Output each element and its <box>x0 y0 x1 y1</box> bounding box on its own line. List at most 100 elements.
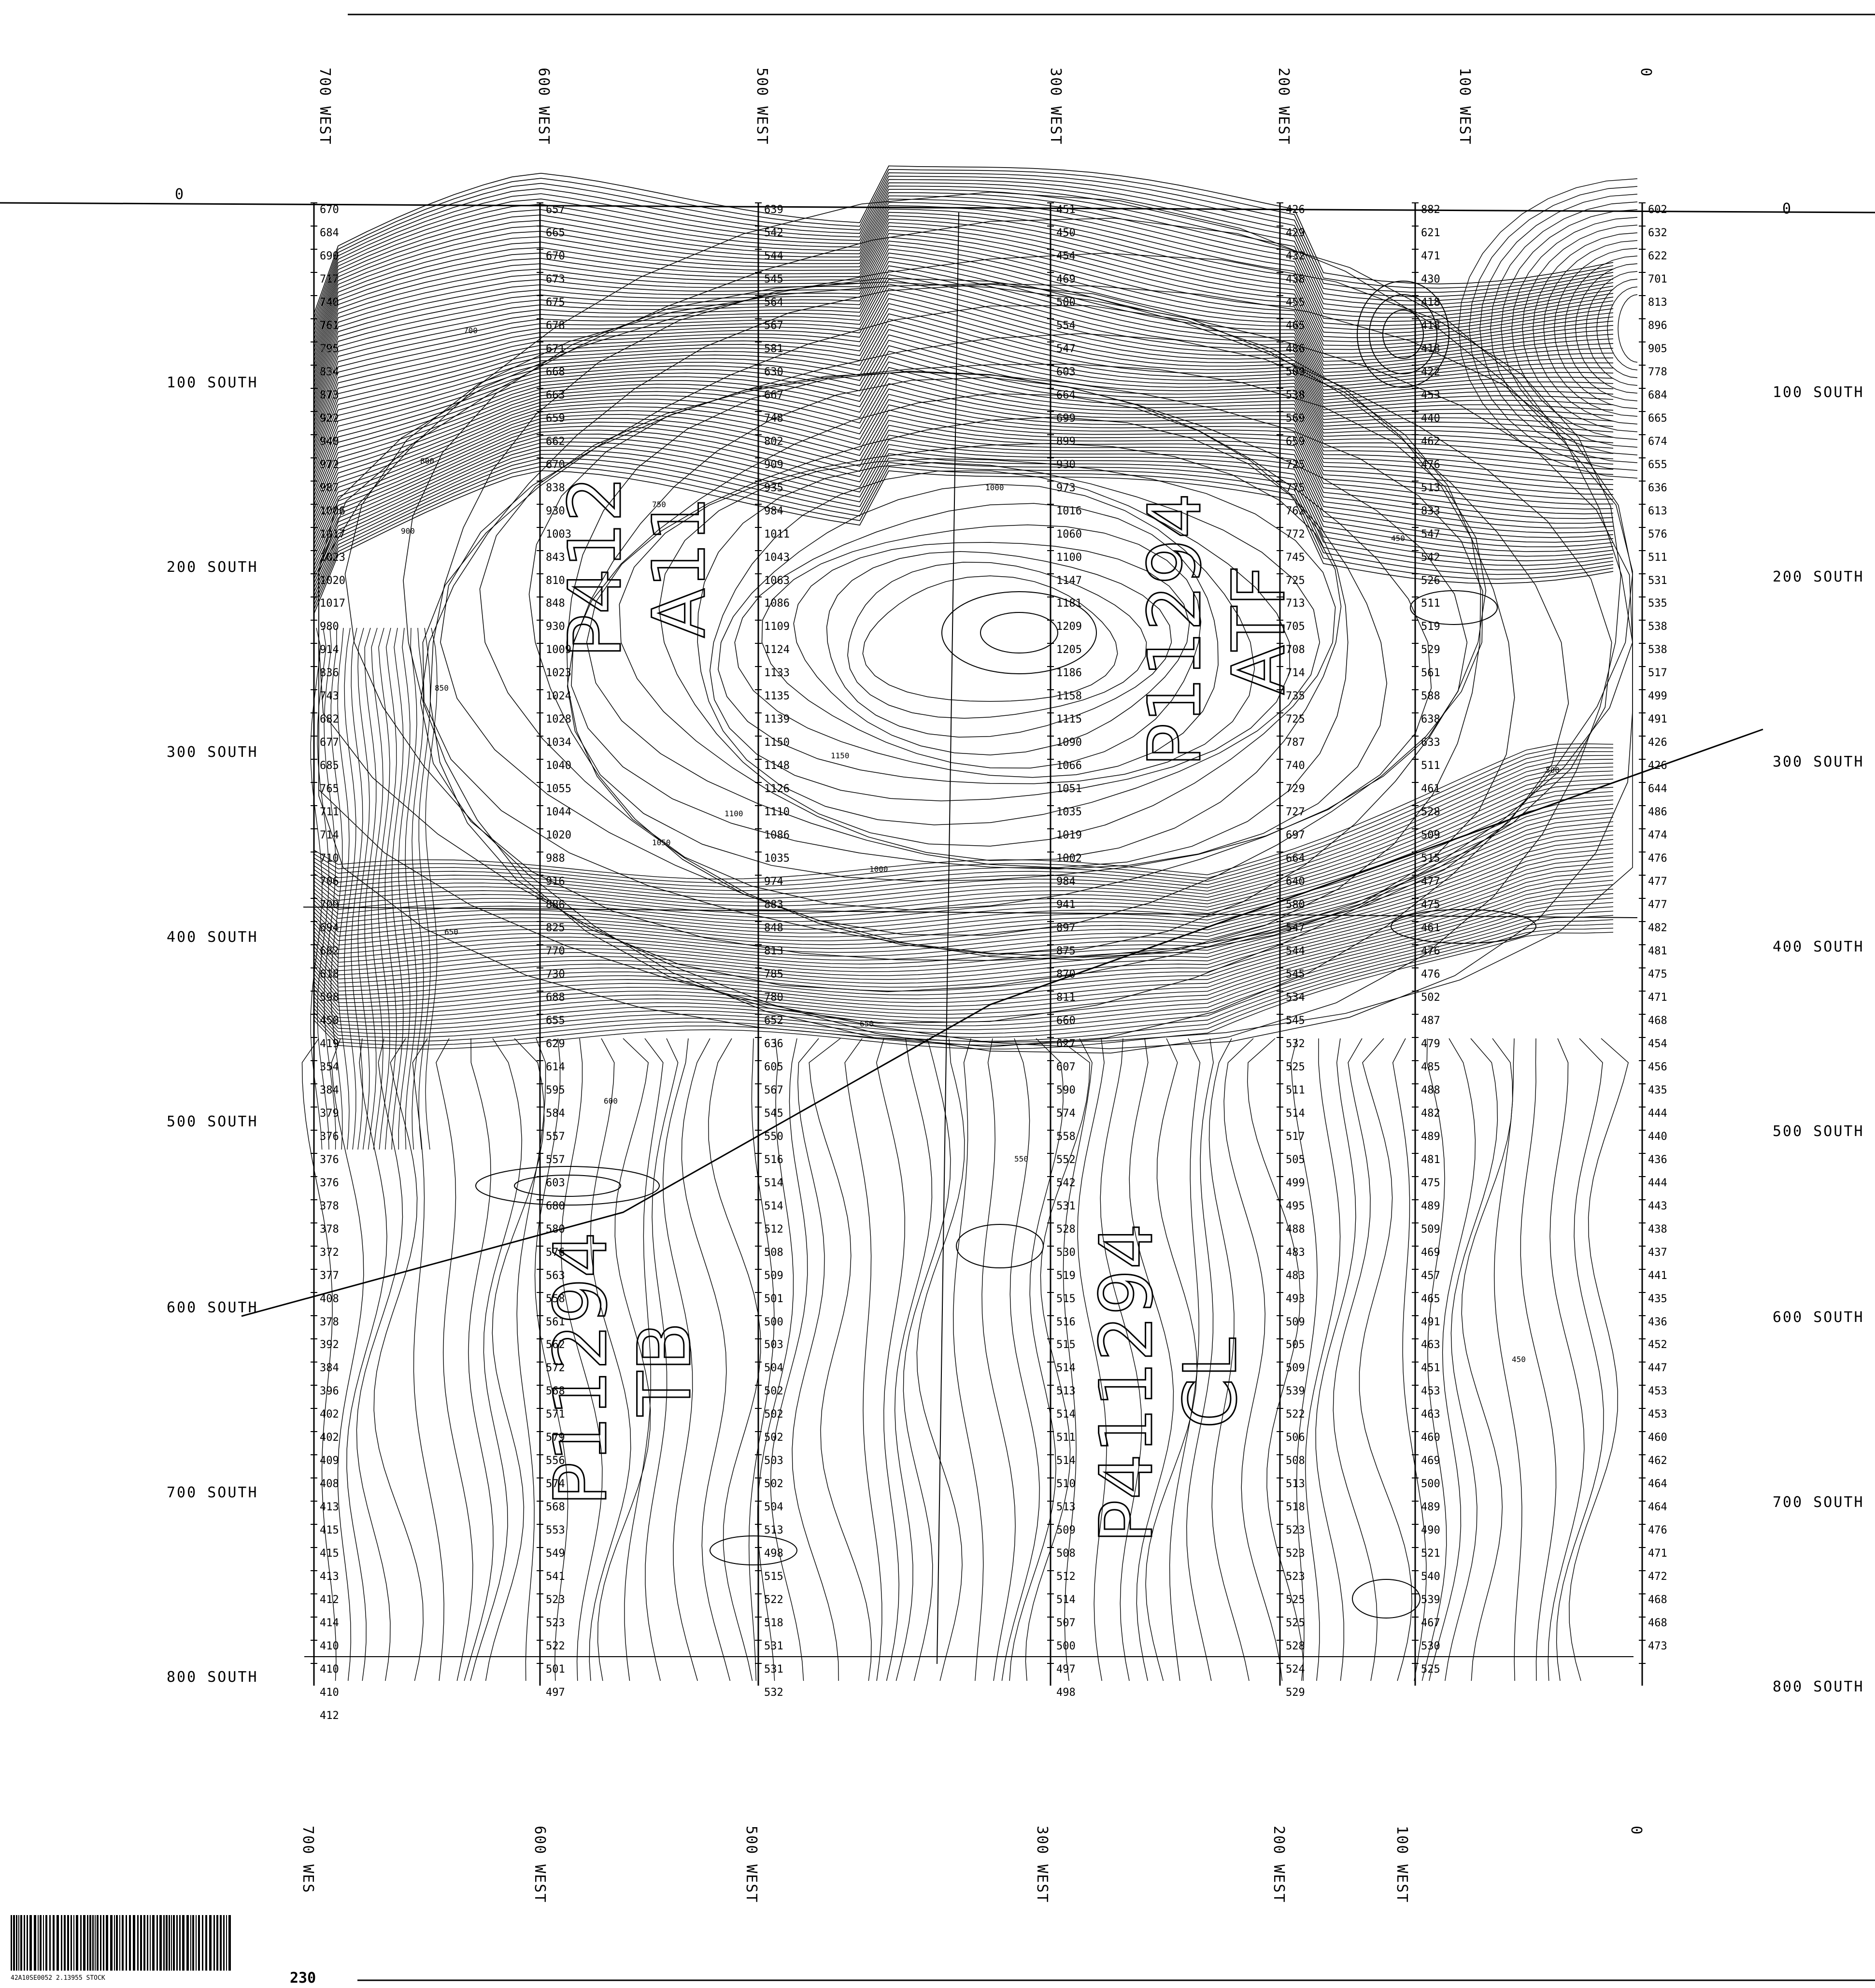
station-reading: 717 <box>320 273 339 285</box>
barcode-bar <box>179 1915 181 1971</box>
station-reading: 916 <box>546 876 565 888</box>
barcode-bar <box>29 1915 32 1971</box>
contour-line <box>658 458 1336 847</box>
station-reading: 500 <box>1421 1478 1440 1491</box>
closure-498 <box>710 1535 797 1565</box>
contour-value-label: 1050 <box>652 838 671 847</box>
station-reading: 500 <box>1056 296 1076 309</box>
contour-bands: 700 750 800 850 900 1000 1050 1100 1000 1150 650 65… <box>401 326 1560 1364</box>
contour-line <box>313 880 1614 1003</box>
station-reading: 688 <box>546 991 565 1004</box>
station-reading: 482 <box>1421 1107 1440 1120</box>
station-reading: 515 <box>1056 1339 1076 1351</box>
station-reading: 974 <box>764 876 783 888</box>
station-reading: 775 <box>1286 482 1305 494</box>
station-reading: 475 <box>1648 968 1667 980</box>
station-reading: 564 <box>764 296 783 309</box>
contour-line <box>313 350 1614 510</box>
station-reading: 523 <box>546 1617 565 1630</box>
station-reading: 514 <box>764 1177 783 1189</box>
station-reading: 486 <box>1286 342 1305 355</box>
station-reading: 1011 <box>764 528 790 540</box>
contour-line <box>876 1038 906 1681</box>
station-reading: 532 <box>764 1687 783 1699</box>
contour-line <box>313 767 1614 903</box>
station-reading: 507 <box>1056 1617 1076 1630</box>
barcode-bar <box>100 1915 101 1971</box>
contour-line <box>313 808 1614 941</box>
contour-line <box>313 284 1614 454</box>
station-reading: 542 <box>1056 1177 1076 1189</box>
station-reading: 410 <box>320 1663 339 1676</box>
station-reading: 870 <box>1056 968 1076 980</box>
contour-line <box>645 1038 679 1681</box>
barcode-bar <box>228 1915 231 1971</box>
station-reading: 690 <box>320 250 339 262</box>
contour-line <box>1564 256 1638 401</box>
station-reading: 514 <box>1286 1107 1305 1120</box>
station-reading: 513 <box>1056 1385 1076 1398</box>
station-reading: 475 <box>1421 899 1440 911</box>
station-reading: 519 <box>1056 1269 1076 1282</box>
station-reading: 579 <box>546 1432 565 1444</box>
barcode-bar <box>169 1915 170 1971</box>
station-reading: 659 <box>1286 435 1305 448</box>
contour-line <box>313 189 1614 345</box>
station-reading: 457 <box>1421 1269 1440 1282</box>
station-reading: 554 <box>1056 319 1076 332</box>
station-reading: 418 <box>1421 296 1440 309</box>
contour-line <box>313 229 1614 397</box>
station-reading: 545 <box>764 1107 783 1120</box>
station-reading: 607 <box>1056 1061 1076 1073</box>
station-reading: 522 <box>1286 1408 1305 1421</box>
station-reading: 633 <box>1421 737 1440 749</box>
station-reading: 730 <box>546 968 565 980</box>
contour-line <box>313 839 1614 968</box>
station-reading: 426 <box>1648 737 1667 749</box>
contour-line <box>313 361 1614 519</box>
contour-line <box>1247 1038 1304 1681</box>
station-reading: 453 <box>1648 1385 1667 1398</box>
station-reading: 476 <box>1648 852 1667 865</box>
left-row-label: 300 SOUTH <box>167 744 258 761</box>
station-reading: 413 <box>320 1501 339 1514</box>
station-reading: 477 <box>1648 899 1667 911</box>
contour-line <box>1001 1038 1040 1681</box>
station-reading: 422 <box>1421 366 1440 378</box>
station-reading: 811 <box>1056 991 1076 1004</box>
contour-value-label: 1000 <box>985 483 1004 492</box>
station-reading: 558 <box>546 1292 565 1305</box>
contour-line <box>313 439 1614 584</box>
station-reading: 673 <box>546 273 565 285</box>
station-reading: 640 <box>1286 876 1305 888</box>
station-reading: 836 <box>320 667 339 680</box>
station-reading: 471 <box>1421 250 1440 262</box>
station-reading: 509 <box>1286 1316 1305 1328</box>
station-reading: 503 <box>764 1455 783 1467</box>
station-reading: 644 <box>1648 783 1667 795</box>
contour-line <box>1511 217 1638 440</box>
contour-line <box>313 253 1614 423</box>
barcode-bar <box>116 1915 118 1971</box>
contour-line <box>313 830 1614 961</box>
station-reading: 605 <box>764 1061 783 1073</box>
station-reading: 677 <box>320 737 339 749</box>
station-reading: 436 <box>1648 1316 1667 1328</box>
station-reading: 514 <box>764 1200 783 1212</box>
station-reading: 630 <box>764 366 783 378</box>
station-reading: 528 <box>1286 1640 1305 1653</box>
station-reading: 486 <box>1648 806 1667 819</box>
contour-line <box>313 334 1614 497</box>
contour-line <box>378 627 390 1150</box>
station-reading: 509 <box>764 1269 783 1282</box>
station-reading: 463 <box>1421 1408 1440 1421</box>
station-reading: 473 <box>1648 1640 1667 1653</box>
station-reading: 379 <box>320 1107 339 1120</box>
barcode-bar <box>18 1915 19 1971</box>
barcode-bar <box>209 1915 212 1971</box>
station-reading: 614 <box>546 1061 565 1073</box>
contour-value-label: 450 <box>1512 1355 1526 1364</box>
contour-value-label: 650 <box>860 1019 874 1028</box>
contour-line <box>952 1038 984 1681</box>
station-reading: 487 <box>1421 1014 1440 1027</box>
